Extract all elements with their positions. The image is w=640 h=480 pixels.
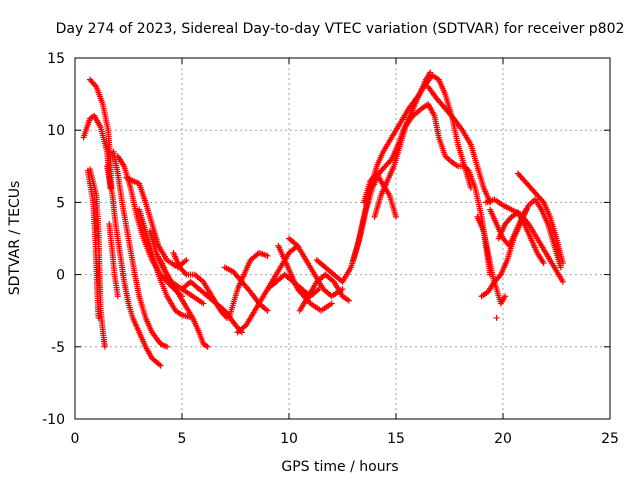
series-track-19: [275, 242, 335, 314]
data-point: [559, 278, 566, 285]
data-point: [467, 184, 474, 191]
data-point: [101, 343, 108, 350]
y-tick-label: -10: [42, 412, 65, 428]
data-point: [557, 264, 564, 271]
data-point: [264, 252, 271, 259]
x-tick-label: 20: [494, 431, 512, 447]
data-point: [264, 307, 271, 314]
series-track-6: [104, 163, 164, 369]
series-track-21: [296, 271, 352, 314]
series-track-25: [371, 69, 434, 220]
series-track-12: [157, 257, 211, 350]
x-tick-label: 15: [387, 431, 405, 447]
data-point: [95, 314, 102, 321]
series-track-27: [474, 213, 509, 307]
data-marks: [80, 69, 566, 369]
data-point: [502, 293, 509, 300]
series-track-5: [106, 221, 121, 300]
data-point: [157, 362, 164, 369]
x-axis-label: GPS time / hours: [281, 459, 398, 475]
y-tick-label: 10: [47, 123, 65, 139]
y-axis: -10 -5 0 5 10 15: [42, 51, 610, 428]
series-track-32: [495, 209, 547, 267]
data-point: [164, 343, 171, 350]
y-tick-label: 5: [56, 195, 65, 211]
series-track-26: [425, 83, 494, 206]
series-track-1: [86, 166, 108, 350]
series-track-24: [360, 170, 399, 220]
data-point: [200, 300, 207, 307]
series-track-31: [514, 170, 566, 267]
data-point: [114, 293, 121, 300]
data-point: [427, 69, 434, 76]
series-track-15: [226, 249, 271, 321]
plot-frame: [74, 57, 611, 420]
y-tick-label: 0: [56, 268, 65, 284]
series-track-10: [136, 206, 196, 321]
x-tick-label: 10: [280, 431, 298, 447]
x-axis: 0 5 10 15 20 25: [71, 58, 619, 447]
y-tick-label: 15: [47, 51, 65, 67]
series-track-2: [84, 167, 102, 321]
data-point: [393, 213, 399, 220]
x-tick-label: 5: [178, 431, 187, 447]
grid: [75, 58, 610, 419]
y-axis-label: SDTVAR / TECUs: [7, 181, 23, 296]
x-tick-label: 25: [601, 431, 619, 447]
data-point: [183, 257, 190, 264]
series-track-7: [110, 148, 171, 350]
data-point: [540, 260, 547, 267]
data-point: [345, 297, 352, 304]
data-point: [328, 300, 335, 307]
data-point: [559, 260, 566, 267]
data-point: [493, 314, 500, 321]
chart-title: Day 274 of 2023, Sidereal Day-to-day VTE…: [56, 21, 625, 37]
series-track-16: [221, 264, 271, 314]
data-point: [204, 343, 211, 350]
series-outlier: [493, 314, 500, 321]
y-tick-label: -5: [51, 340, 65, 356]
x-tick-label: 0: [71, 431, 80, 447]
